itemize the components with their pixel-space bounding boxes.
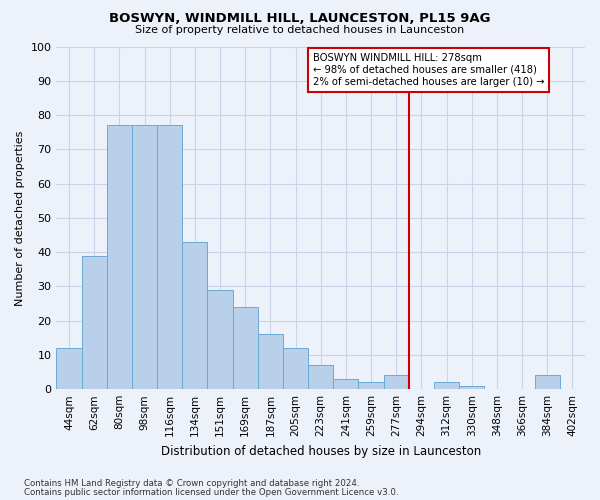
Bar xyxy=(434,382,459,389)
Bar xyxy=(383,376,409,389)
Bar xyxy=(157,126,182,389)
Bar xyxy=(308,365,333,389)
Bar xyxy=(233,307,258,389)
Bar xyxy=(333,379,358,389)
Bar xyxy=(56,348,82,389)
Bar xyxy=(459,386,484,389)
Y-axis label: Number of detached properties: Number of detached properties xyxy=(15,130,25,306)
Text: BOSWYN WINDMILL HILL: 278sqm
← 98% of detached houses are smaller (418)
2% of se: BOSWYN WINDMILL HILL: 278sqm ← 98% of de… xyxy=(313,54,544,86)
Bar xyxy=(358,382,383,389)
Bar xyxy=(208,290,233,389)
Bar xyxy=(182,242,208,389)
Text: BOSWYN, WINDMILL HILL, LAUNCESTON, PL15 9AG: BOSWYN, WINDMILL HILL, LAUNCESTON, PL15 … xyxy=(109,12,491,26)
Text: Contains public sector information licensed under the Open Government Licence v3: Contains public sector information licen… xyxy=(24,488,398,497)
Bar xyxy=(132,126,157,389)
Bar xyxy=(283,348,308,389)
Bar xyxy=(82,256,107,389)
Bar xyxy=(107,126,132,389)
Text: Size of property relative to detached houses in Launceston: Size of property relative to detached ho… xyxy=(136,25,464,35)
Bar xyxy=(535,376,560,389)
Text: Contains HM Land Registry data © Crown copyright and database right 2024.: Contains HM Land Registry data © Crown c… xyxy=(24,479,359,488)
Bar xyxy=(258,334,283,389)
X-axis label: Distribution of detached houses by size in Launceston: Distribution of detached houses by size … xyxy=(161,444,481,458)
